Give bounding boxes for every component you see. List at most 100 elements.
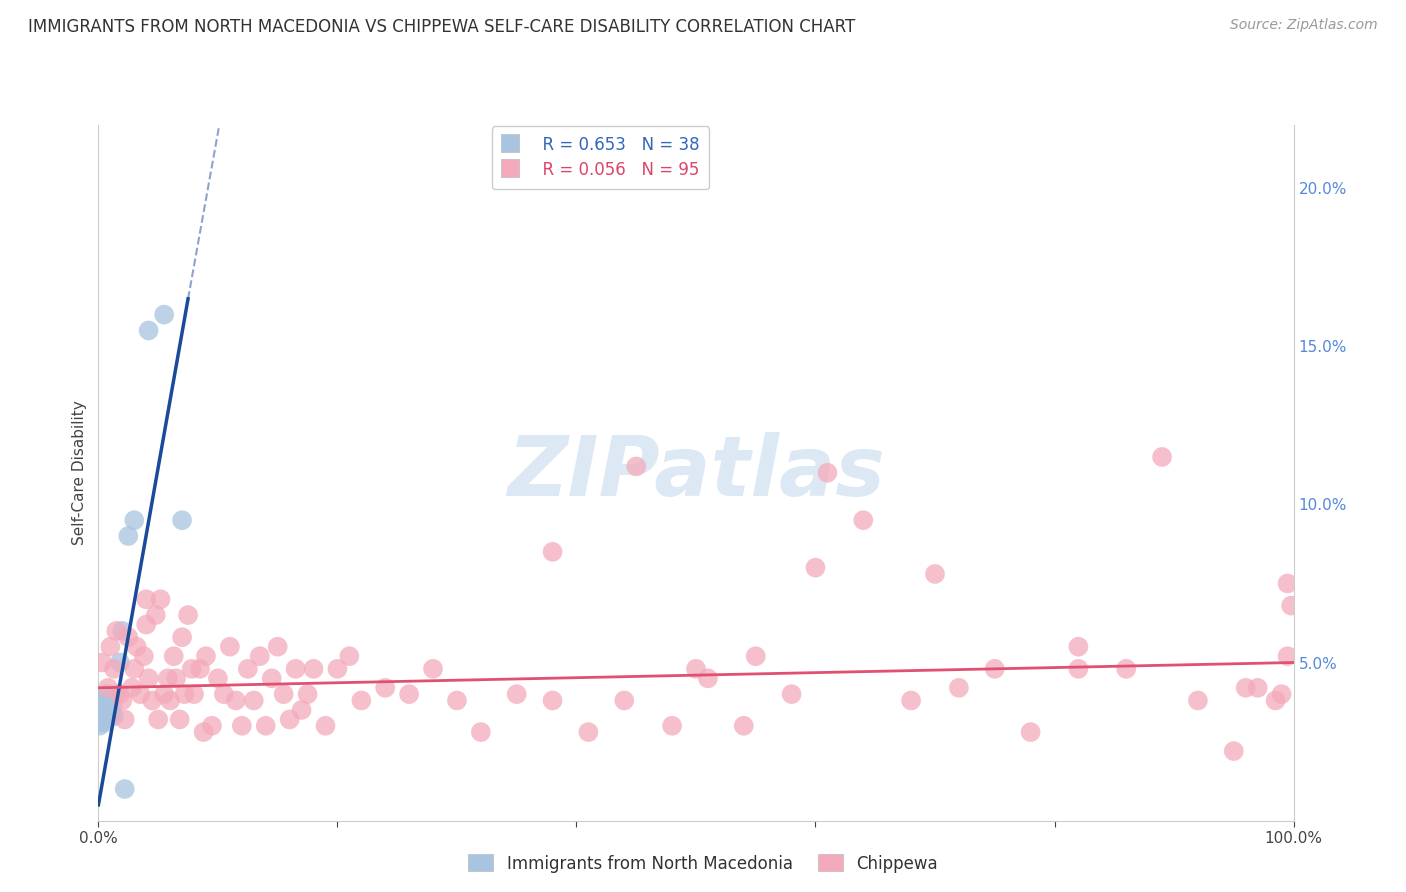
Point — [1279, 599, 1302, 613]
Point — [1246, 681, 1268, 695]
Point — [1271, 687, 1294, 701]
Point — [153, 687, 176, 701]
Point — [1067, 640, 1090, 654]
Point — [117, 529, 139, 543]
Text: ZIPatlas: ZIPatlas — [508, 433, 884, 513]
Point — [212, 687, 235, 701]
Point — [852, 513, 875, 527]
Point — [93, 715, 115, 730]
Point — [541, 693, 564, 707]
Point — [165, 671, 187, 685]
Point — [93, 706, 115, 720]
Point — [135, 592, 157, 607]
Point — [89, 709, 111, 723]
Point — [302, 662, 325, 676]
Point — [93, 699, 115, 714]
Point — [225, 693, 247, 707]
Point — [446, 693, 468, 707]
Point — [815, 466, 838, 480]
Point — [1187, 693, 1209, 707]
Point — [132, 649, 155, 664]
Point — [108, 656, 131, 670]
Point — [91, 713, 114, 727]
Point — [153, 308, 176, 322]
Point — [193, 725, 215, 739]
Point — [183, 687, 205, 701]
Point — [101, 699, 124, 714]
Point — [260, 671, 283, 685]
Point — [339, 649, 360, 664]
Point — [98, 709, 121, 723]
Point — [159, 693, 181, 707]
Point — [685, 662, 707, 676]
Point — [94, 703, 117, 717]
Point — [98, 703, 122, 717]
Point — [273, 687, 295, 701]
Legend:   R = 0.653   N = 38,   R = 0.056   N = 95: R = 0.653 N = 38, R = 0.056 N = 95 — [492, 127, 709, 189]
Point — [188, 662, 211, 676]
Point — [89, 719, 111, 733]
Point — [398, 687, 420, 701]
Point — [105, 687, 128, 701]
Point — [156, 671, 179, 685]
Point — [124, 662, 146, 676]
Point — [96, 687, 118, 701]
Point — [172, 630, 194, 644]
Point — [948, 681, 970, 695]
Point — [163, 649, 186, 664]
Point — [236, 662, 259, 676]
Point — [231, 719, 253, 733]
Point — [278, 713, 301, 727]
Y-axis label: Self-Care Disability: Self-Care Disability — [72, 401, 87, 545]
Point — [121, 681, 143, 695]
Point — [169, 713, 191, 727]
Point — [291, 703, 314, 717]
Point — [114, 713, 136, 727]
Point — [98, 640, 122, 654]
Point — [90, 699, 112, 714]
Point — [267, 640, 290, 654]
Point — [984, 662, 1007, 676]
Point — [1264, 693, 1286, 707]
Point — [733, 719, 755, 733]
Point — [326, 662, 349, 676]
Point — [470, 725, 492, 739]
Point — [103, 662, 125, 676]
Point — [138, 323, 160, 337]
Point — [1277, 649, 1299, 664]
Point — [98, 693, 122, 707]
Point — [924, 566, 946, 581]
Point — [145, 608, 167, 623]
Point — [780, 687, 803, 701]
Point — [374, 681, 396, 695]
Point — [1019, 725, 1042, 739]
Point — [148, 713, 170, 727]
Point — [94, 713, 117, 727]
Point — [254, 719, 277, 733]
Point — [172, 513, 194, 527]
Point — [804, 560, 827, 574]
Point — [626, 459, 648, 474]
Point — [506, 687, 529, 701]
Point — [141, 693, 163, 707]
Point — [98, 699, 121, 714]
Point — [284, 662, 307, 676]
Point — [138, 671, 160, 685]
Point — [194, 649, 218, 664]
Point — [91, 693, 114, 707]
Point — [111, 693, 134, 707]
Point — [1277, 576, 1299, 591]
Point — [207, 671, 229, 685]
Point — [201, 719, 224, 733]
Point — [613, 693, 636, 707]
Point — [135, 617, 157, 632]
Point — [1222, 744, 1246, 758]
Point — [90, 715, 112, 730]
Point — [297, 687, 319, 701]
Point — [91, 699, 114, 714]
Point — [249, 649, 271, 664]
Point — [94, 693, 117, 707]
Point — [124, 513, 146, 527]
Point — [96, 709, 118, 723]
Point — [219, 640, 242, 654]
